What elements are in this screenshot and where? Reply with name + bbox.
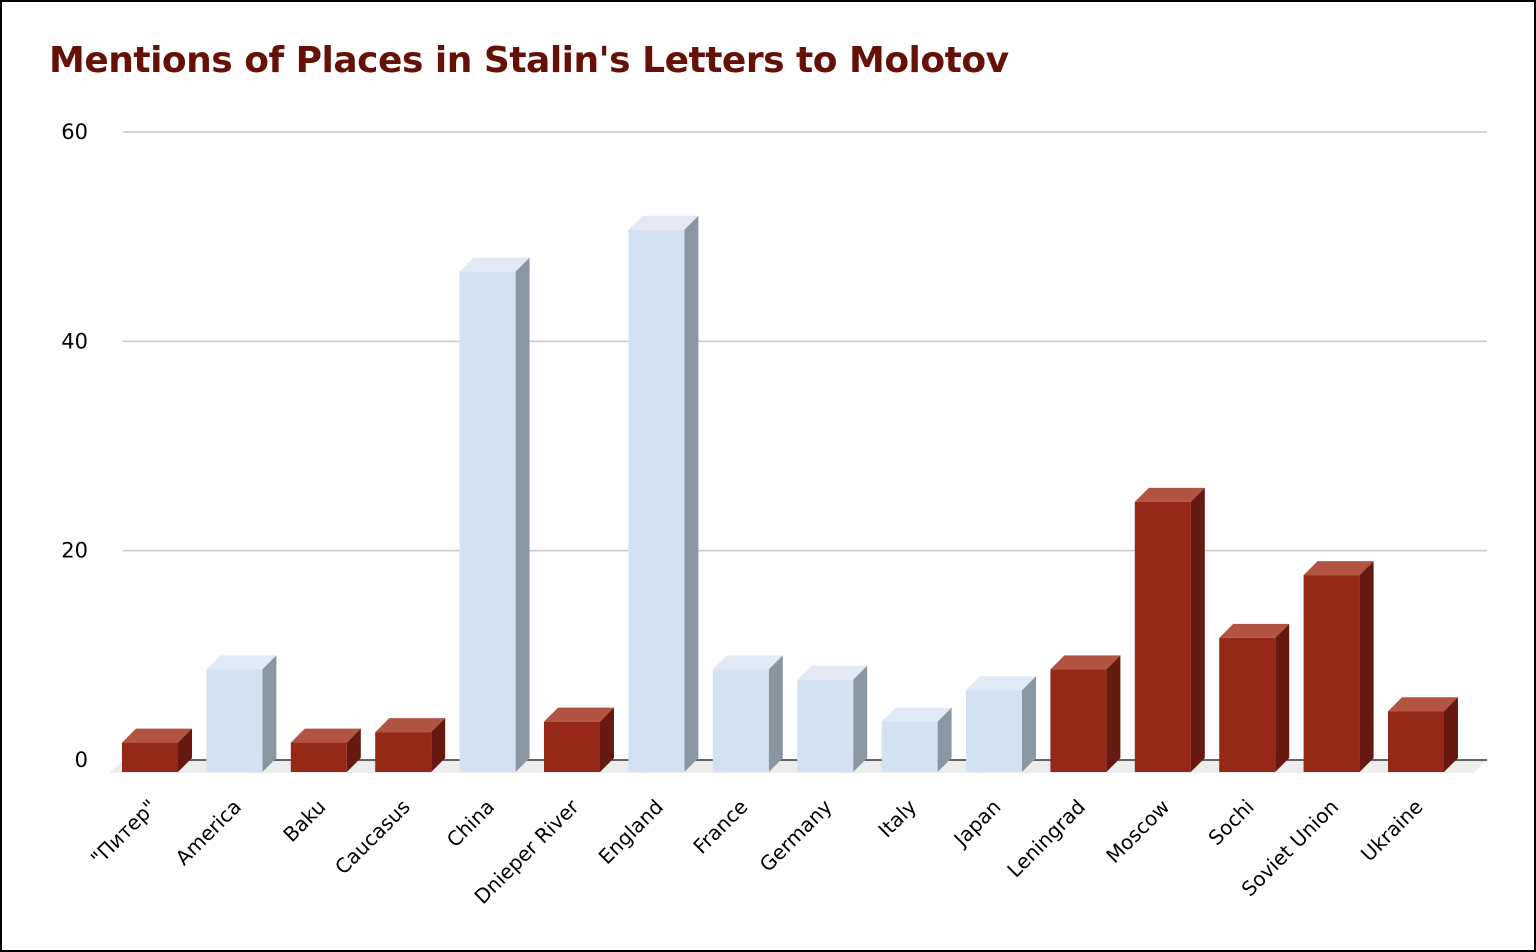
x-category-label: Sochi — [1203, 795, 1258, 850]
bar-front-face — [712, 669, 769, 772]
bar-side-face — [431, 718, 446, 772]
bar-top-face — [1219, 623, 1290, 638]
bar-12 — [1050, 655, 1121, 772]
bar-front-face — [1050, 669, 1107, 772]
gridlines — [123, 131, 1487, 552]
bar-2 — [206, 655, 277, 772]
bar-top-face — [966, 676, 1036, 691]
bar-top-face — [544, 707, 614, 722]
bar-4 — [375, 718, 446, 772]
bar-9 — [797, 665, 868, 772]
bar-side-face — [262, 655, 277, 772]
bar-top-face — [1388, 697, 1458, 712]
bar-6 — [544, 707, 614, 772]
y-tick-label: 20 — [61, 539, 88, 563]
y-tick-label: 0 — [75, 748, 88, 772]
bar-top-face — [1303, 561, 1374, 576]
bar-top-face — [459, 257, 530, 272]
bar-15 — [1303, 561, 1374, 772]
bar-side-face — [937, 707, 952, 772]
x-category-label: Japan — [948, 795, 1006, 853]
bar-13 — [1134, 487, 1205, 772]
bar-side-face — [515, 257, 530, 773]
bar-front-face — [1388, 711, 1444, 772]
y-axis-ticks: 0 20 40 60 — [61, 120, 88, 772]
bar-side-face — [1106, 655, 1121, 772]
y-tick-label: 40 — [61, 329, 88, 353]
x-category-label: Leningrad — [1002, 795, 1090, 883]
x-category-label: America — [171, 795, 246, 870]
bar-side-face — [346, 728, 361, 772]
x-category-label: Italy — [873, 794, 921, 842]
bar-front-face — [628, 229, 685, 772]
bar-side-face — [768, 655, 783, 772]
x-category-label: Ukraine — [1356, 795, 1428, 867]
bar-1 — [122, 728, 192, 772]
y-tick-label: 60 — [61, 120, 88, 144]
x-category-label: "Питер" — [86, 795, 162, 871]
bar-3 — [290, 728, 361, 772]
bar-front-face — [881, 721, 938, 772]
x-category-label: Germany — [755, 794, 837, 876]
x-category-label: England — [594, 795, 668, 869]
bar-side-face — [1190, 487, 1205, 772]
chart-title: Mentions of Places in Stalin's Letters t… — [49, 40, 1009, 81]
bar-front-face — [1134, 501, 1191, 772]
bar-top-face — [881, 707, 952, 722]
bar-front-face — [966, 690, 1022, 772]
bar-front-face — [1303, 575, 1360, 772]
bar-5 — [459, 257, 530, 773]
x-category-label: Baku — [278, 795, 330, 847]
bar-top-face — [1050, 655, 1121, 670]
bar-side-face — [1022, 676, 1036, 772]
bar-side-face — [1359, 561, 1374, 772]
bar-top-face — [628, 215, 699, 230]
bar-side-face — [178, 728, 192, 772]
bar-front-face — [459, 271, 516, 772]
bar-front-face — [206, 669, 263, 772]
bars — [122, 215, 1458, 773]
bar-top-face — [206, 655, 277, 670]
bar-11 — [966, 676, 1036, 772]
bar-10 — [881, 707, 952, 772]
bar-front-face — [1219, 637, 1276, 772]
bar-side-face — [853, 665, 868, 772]
bar-top-face — [122, 728, 192, 743]
x-category-label: Caucasus — [330, 795, 415, 880]
bar-top-face — [290, 728, 361, 743]
bar-front-face — [122, 742, 178, 772]
bar-front-face — [290, 742, 347, 772]
bar-8 — [712, 655, 783, 772]
bar-front-face — [375, 732, 432, 772]
x-category-label: Moscow — [1101, 795, 1174, 868]
bar-top-face — [1134, 487, 1205, 502]
bar-front-face — [797, 679, 854, 772]
bar-top-face — [375, 718, 446, 733]
bar-16 — [1388, 697, 1458, 772]
x-category-label: China — [442, 795, 499, 852]
bar-side-face — [684, 215, 699, 772]
x-category-label: France — [688, 795, 752, 859]
bar-top-face — [712, 655, 783, 670]
bar-7 — [628, 215, 699, 772]
bar-14 — [1219, 623, 1290, 772]
bar-top-face — [797, 665, 868, 680]
bar-side-face — [1444, 697, 1458, 772]
bar-side-face — [600, 707, 614, 772]
bar-front-face — [544, 721, 600, 772]
bar-side-face — [1275, 623, 1290, 772]
